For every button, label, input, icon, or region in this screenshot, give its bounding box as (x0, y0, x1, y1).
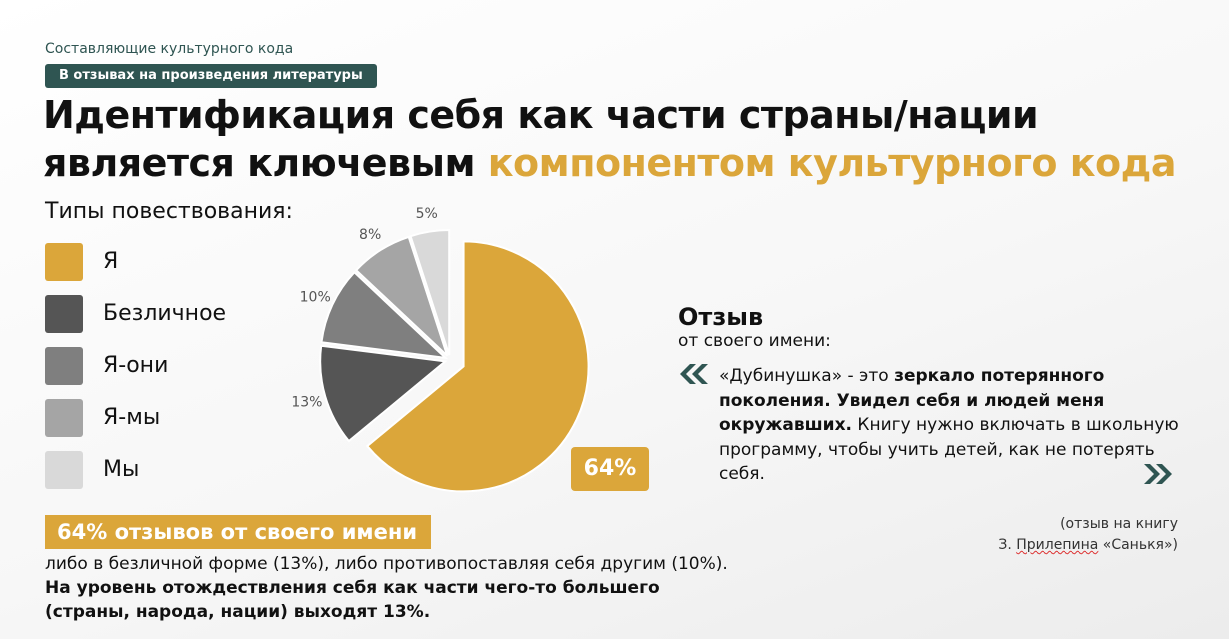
pie-slice-2 (319, 344, 448, 443)
source-initial: З. (998, 537, 1017, 553)
headline-line-1: Идентификация себя как части страны/наци… (43, 93, 1039, 137)
section-subtitle: Составляющие культурного кода (45, 41, 294, 57)
key-finding-text: либо в безличной форме (13%), либо проти… (45, 552, 745, 624)
legend-label: Я-они (103, 353, 169, 378)
pie-label-3: 10% (300, 290, 331, 306)
pie-label-2: 13% (291, 395, 322, 411)
legend-swatch (45, 399, 83, 437)
quote-bold: зеркало потерянного поколения. Увидел се… (719, 366, 1105, 435)
review-source-line-1: (отзыв на книгу (1060, 516, 1178, 532)
review-source-line-2: З. Прилепина «Санькя») (900, 537, 1178, 553)
quote-plain-2: Книгу нужно включать в школьную программ… (719, 415, 1179, 484)
pie-label-5: 5% (416, 206, 438, 222)
legend-label: Мы (103, 457, 140, 482)
legend-swatch (45, 295, 83, 333)
quote-plain-1: «Дубинушка» - это (719, 366, 895, 386)
key-finding-highlight: 64% отзывов от своего имени (45, 515, 432, 549)
pie-slice-5 (409, 229, 451, 356)
pie-slice-3 (320, 270, 449, 360)
legend-label: Я (103, 249, 119, 274)
headline-line-2: является ключевым компонентом культурног… (43, 141, 1177, 185)
headline-plain: является ключевым (43, 141, 488, 185)
headline-accent: компонентом культурного кода (487, 141, 1177, 185)
quote-open-icon (680, 364, 708, 384)
pie-chart: 13% 10% 8% 5% (291, 206, 590, 493)
review-subtitle: от своего имени: (678, 331, 831, 351)
legend-swatch (45, 347, 83, 385)
finding-bold: На уровень отождествления себя как части… (45, 578, 660, 622)
quote-close-icon (1144, 464, 1172, 484)
source-author: Прилепина (1016, 537, 1099, 553)
category-chip: В отзывах на произведения литературы (45, 64, 377, 88)
pie-slice-4 (354, 235, 449, 357)
review-title: Отзыв (678, 303, 764, 331)
legend-swatch (45, 243, 83, 281)
legend-label: Безличное (103, 301, 227, 326)
legend-swatch (45, 451, 83, 489)
legend-label: Я-мы (103, 405, 161, 430)
pie-label-4: 8% (359, 227, 381, 243)
main-share-badge: 64% (571, 447, 649, 491)
source-book: «Санькя») (1098, 537, 1178, 553)
pie-slice-1 (365, 240, 590, 493)
review-quote: «Дубинушка» - это зеркало потерянного по… (719, 364, 1179, 487)
finding-plain: либо в безличной форме (13%), либо проти… (45, 554, 728, 574)
legend-title: Типы повествования: (45, 199, 293, 224)
